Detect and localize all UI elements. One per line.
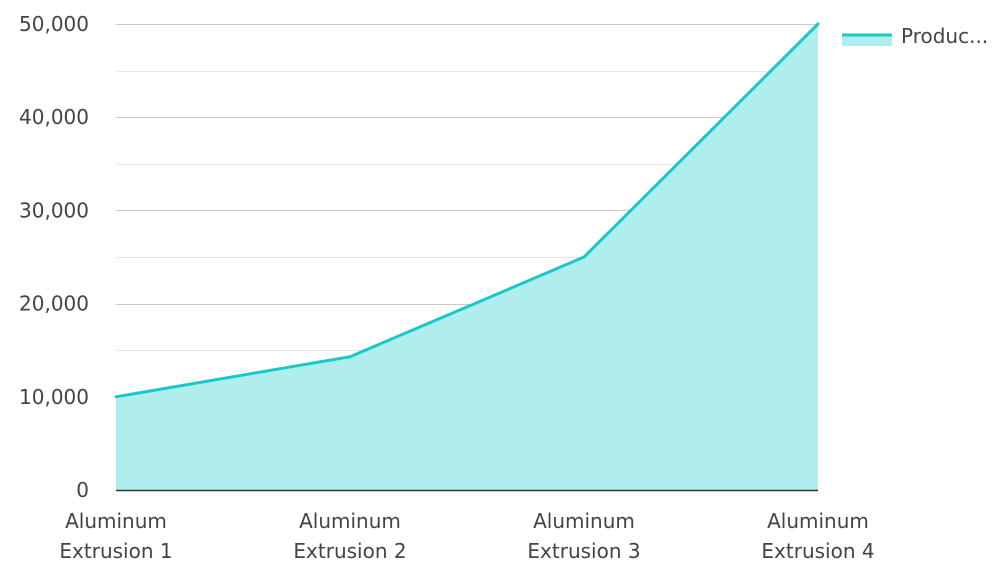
y-tick-label: 10,000 [19,385,89,409]
legend: Produc... [842,24,988,48]
legend-label: Produc... [901,24,988,48]
y-tick-label: 50,000 [19,12,89,36]
y-axis-tick-labels: 0 10,000 20,000 30,000 40,000 50,000 [19,12,89,502]
x-tick-label-line: Extrusion 4 [761,539,874,562]
x-tick-label: Aluminum Extrusion 4 [761,509,874,562]
x-tick-label-line: Extrusion 1 [59,539,172,562]
series-line [114,22,820,399]
y-tick-label: 20,000 [19,292,89,316]
x-tick-label: Aluminum Extrusion 3 [527,509,640,562]
series-area [114,22,820,490]
legend-swatch-fill [842,35,892,46]
x-tick-label-line: Aluminum [767,509,869,533]
x-tick-label: Aluminum Extrusion 1 [59,509,172,562]
x-tick-label-line: Aluminum [533,509,635,533]
x-tick-label-line: Aluminum [299,509,401,533]
y-tick-label: 40,000 [19,105,89,129]
x-tick-label-line: Aluminum [65,509,167,533]
series-area-fill [116,24,818,490]
y-tick-label: 0 [76,478,89,502]
x-tick-label-line: Extrusion 2 [293,539,406,562]
y-tick-label: 30,000 [19,198,89,222]
x-tick-label: Aluminum Extrusion 2 [293,509,406,562]
x-tick-label-line: Extrusion 3 [527,539,640,562]
